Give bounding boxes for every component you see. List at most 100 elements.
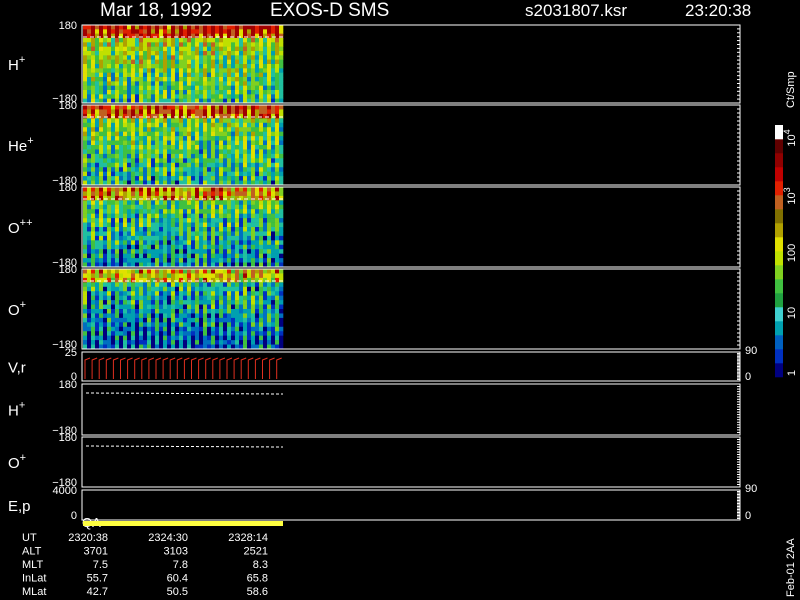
spectrogram-cell	[183, 85, 188, 91]
spectrogram-cell	[135, 277, 140, 283]
spectrogram-cell	[167, 42, 172, 47]
spectrogram-cell	[119, 158, 124, 164]
spectrogram-cell	[199, 249, 204, 254]
spectrogram-cell	[127, 309, 132, 314]
spectrogram-cell	[251, 55, 256, 60]
spectrogram-cell	[155, 200, 160, 206]
spectrogram-cell	[83, 209, 88, 214]
spectrogram-cell	[127, 286, 132, 292]
spectrogram-cell	[147, 85, 152, 91]
spectrogram-cell	[159, 344, 164, 350]
spectrogram-cell	[215, 200, 220, 206]
spectrogram-cell	[127, 153, 132, 159]
spectrogram-cell	[191, 118, 196, 124]
spectrogram-cell	[275, 136, 280, 141]
spectrogram-cell	[111, 113, 116, 119]
spectrogram-cell	[219, 81, 224, 86]
spectrogram-cell	[251, 277, 256, 283]
spectrogram-cell	[271, 38, 276, 43]
spectrogram-cell	[167, 331, 172, 336]
spectrogram-cell	[267, 195, 272, 201]
spectrogram-cell	[175, 262, 180, 268]
spectrogram-cell	[183, 162, 188, 168]
spectrogram-cell	[115, 249, 120, 254]
spectrogram-cell	[143, 85, 148, 91]
spectrogram-cell	[235, 180, 240, 186]
spectrogram-cell	[263, 317, 268, 323]
spectrogram-cell	[203, 46, 208, 52]
spectrogram-cell	[219, 209, 224, 214]
spectrogram-cell	[91, 326, 96, 332]
spectrogram-cell	[171, 213, 176, 219]
spectrogram-cell	[275, 59, 280, 65]
file-name: s2031807.ksr	[525, 1, 627, 20]
spectrogram-cell	[151, 98, 156, 104]
spectrogram-cell	[231, 51, 236, 56]
spectrogram-cell	[223, 122, 228, 128]
spectrogram-cell	[151, 269, 156, 274]
spectrogram-cell	[195, 118, 200, 124]
spectrogram-cell	[83, 195, 88, 201]
spectrogram-cell	[187, 195, 192, 201]
spectrogram-cell	[271, 81, 276, 86]
spectrogram-cell	[219, 180, 224, 186]
label-text: E,p	[8, 498, 31, 515]
spectrogram-cell	[191, 191, 196, 197]
spectrogram-cell	[147, 59, 152, 65]
spectrogram-cell	[99, 109, 104, 115]
spectrogram-cell	[111, 171, 116, 177]
spectrogram-cell	[171, 209, 176, 214]
spectrogram-cell	[163, 38, 168, 43]
spectrogram-cell	[179, 149, 184, 155]
spectrogram-cell	[267, 158, 272, 164]
spectrogram-cell	[199, 317, 204, 323]
spectrogram-cell	[171, 340, 176, 345]
spectrogram-cell	[195, 140, 200, 146]
spectrogram-cell	[127, 46, 132, 52]
spectrogram-cell	[279, 300, 284, 305]
spectrogram-cell	[147, 335, 152, 341]
spectrogram-cell	[95, 167, 100, 172]
spectrogram-cell	[131, 326, 136, 332]
spectrogram-cell	[239, 176, 244, 181]
spectrogram-cell	[143, 295, 148, 301]
spectrogram-cell	[203, 344, 208, 350]
spectrogram-cell	[251, 335, 256, 341]
spectrogram-cell	[255, 200, 260, 206]
spectrogram-cell	[231, 105, 236, 110]
spectrogram-cell	[223, 235, 228, 241]
spectrogram-cell	[135, 113, 140, 119]
spectrogram-cell	[271, 98, 276, 104]
spectrogram-cell	[239, 55, 244, 60]
spectrogram-cell	[243, 244, 248, 250]
spectrogram-cell	[267, 200, 272, 206]
spectrogram-cell	[151, 25, 156, 30]
spectrogram-cell	[83, 94, 88, 99]
spectrogram-cell	[243, 295, 248, 301]
spectrogram-cell	[135, 90, 140, 95]
spectrogram-cell	[271, 313, 276, 319]
spectrogram-cell	[175, 113, 180, 119]
spectrogram-cell	[247, 55, 252, 60]
spectrogram-cell	[207, 344, 212, 350]
spectrogram-cell	[267, 273, 272, 279]
spectrogram-cell	[111, 291, 116, 296]
spectrogram-cell	[87, 176, 92, 181]
spectrogram-cell	[247, 171, 252, 177]
spectrogram-cell	[219, 98, 224, 104]
spectrogram-cell	[231, 213, 236, 219]
spectrogram-cell	[155, 222, 160, 228]
colorbar-tick-label: 100	[786, 244, 798, 262]
spectrogram-cell	[135, 209, 140, 214]
spectrogram-cell	[171, 244, 176, 250]
spectrogram-cell	[195, 227, 200, 232]
spectrogram-cell	[203, 249, 208, 254]
spectrogram-cell	[267, 51, 272, 56]
spectrogram-cell	[147, 273, 152, 279]
spectrogram-cell	[91, 344, 96, 350]
spectrogram-cell	[139, 81, 144, 86]
spectrogram-cell	[115, 42, 120, 47]
spectrogram-cell	[91, 340, 96, 345]
spectrogram-cell	[99, 340, 104, 345]
spectrogram-cell	[271, 331, 276, 336]
